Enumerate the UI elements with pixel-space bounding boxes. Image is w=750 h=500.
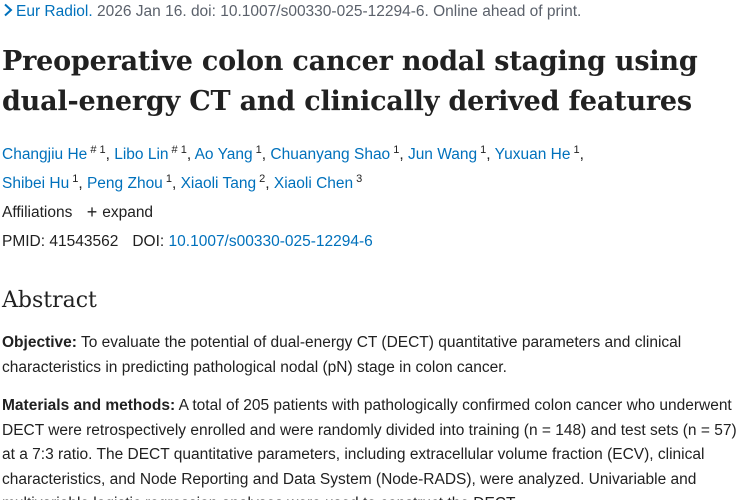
author-link[interactable]: Changjiu He <box>2 146 88 163</box>
objective-label: Objective: <box>2 334 77 351</box>
author-link[interactable]: Jun Wang <box>407 146 478 163</box>
methods-text: A total of 205 patients with pathologica… <box>2 397 737 500</box>
abstract-heading: Abstract <box>2 288 97 313</box>
plus-icon: + <box>86 202 98 222</box>
citation-details: 2026 Jan 16. doi: 10.1007/s00330-025-122… <box>97 3 582 20</box>
author-link[interactable]: Yuxuan He <box>494 146 571 163</box>
identifiers-row: PMID: 41543562 DOI: 10.1007/s00330-025-12… <box>2 233 373 251</box>
pmid-value: 41543562 <box>49 233 119 250</box>
author-list: Changjiu He # 1, Libo Lin # 1, Ao Yang 1, C… <box>2 144 584 192</box>
methods-label: Materials and methods: <box>2 397 176 414</box>
doi-link[interactable]: 10.1007/s00330-025-12294-6 <box>168 233 373 250</box>
journal-link[interactable]: Eur Radiol. <box>16 3 93 20</box>
author-link[interactable]: Xiaoli Tang <box>180 175 257 192</box>
author-link[interactable]: Peng Zhou <box>86 175 163 192</box>
author-affil-marker: 1 <box>480 144 487 156</box>
citation-line: Eur Radiol. 2026 Jan 16. doi: 10.1007/s0… <box>2 3 581 21</box>
author-affil-marker: 1 <box>255 144 262 156</box>
affiliations-row: Affiliations + expand <box>2 202 154 222</box>
objective-text: To evaluate the potential of dual-energy… <box>2 334 682 376</box>
author-link[interactable]: Ao Yang <box>194 146 253 163</box>
author-affil-marker: # 1 <box>171 144 187 156</box>
author-affil-marker: 3 <box>356 173 363 185</box>
author-link[interactable]: Chuanyang Shao <box>270 146 391 163</box>
author-affil-marker: 1 <box>165 173 172 185</box>
author-affil-marker: # 1 <box>90 144 106 156</box>
author-link[interactable]: Xiaoli Chen <box>273 175 354 192</box>
article-title: Preoperative colon cancer nodal staging … <box>2 46 698 117</box>
author-affil-marker: 2 <box>259 173 266 185</box>
pmid-label: PMID: <box>2 233 46 250</box>
author-affil-marker: 1 <box>72 173 79 185</box>
author-affil-marker: 1 <box>393 144 400 156</box>
abstract-objective: Objective: To evaluate the potential of … <box>2 331 746 380</box>
abstract-methods: Materials and methods: A total of 205 pa… <box>2 394 746 500</box>
chevron-right-icon[interactable] <box>2 3 16 17</box>
doi-label: DOI: <box>132 233 165 250</box>
expand-affiliations-button[interactable]: + expand <box>86 202 154 222</box>
author-link[interactable]: Libo Lin <box>114 146 169 163</box>
author-link[interactable]: Shibei Hu <box>2 175 70 192</box>
author-affil-marker: 1 <box>573 144 580 156</box>
expand-label: expand <box>102 204 154 221</box>
affiliations-label: Affiliations <box>2 204 73 221</box>
